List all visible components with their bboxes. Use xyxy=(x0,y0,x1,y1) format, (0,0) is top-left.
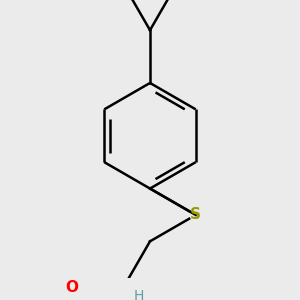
Text: O: O xyxy=(66,280,79,295)
Text: H: H xyxy=(134,289,145,300)
Text: S: S xyxy=(190,207,201,222)
